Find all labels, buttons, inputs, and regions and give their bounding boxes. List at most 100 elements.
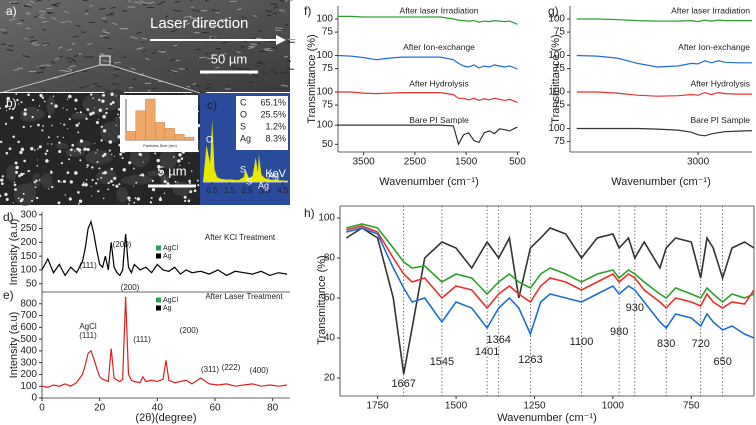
texture-stroke	[58, 55, 63, 58]
texture-stroke	[114, 75, 119, 77]
particle	[13, 181, 16, 184]
particle	[189, 182, 191, 184]
particle	[10, 116, 14, 120]
particle	[75, 123, 79, 127]
panel-label: g)	[548, 4, 559, 18]
particle	[69, 180, 74, 184]
texture-stroke	[261, 50, 268, 53]
texture-stroke	[278, 9, 285, 12]
annotation: AgCl	[79, 322, 97, 331]
x-tick-label: 750	[683, 401, 700, 412]
particle	[158, 197, 162, 202]
texture-stroke	[258, 61, 264, 64]
annotation: (200)	[180, 326, 199, 335]
y-tick-label: 800	[20, 298, 37, 309]
x-axis-label: KeV	[265, 168, 286, 180]
y-tick-label: 200	[20, 237, 37, 248]
legend-label: Ag	[163, 253, 172, 260]
texture-stroke	[110, 72, 116, 76]
texture-stroke	[186, 85, 191, 88]
particle	[74, 107, 77, 110]
particle	[38, 105, 41, 107]
particle	[6, 96, 10, 101]
legend-label: AgCl	[163, 245, 179, 252]
particle	[38, 179, 41, 181]
texture-stroke	[42, 43, 48, 47]
particle	[77, 131, 80, 134]
panel-label: b)	[6, 96, 17, 110]
texture-stroke	[156, 2, 163, 6]
particle	[18, 103, 20, 105]
texture-stroke	[103, 36, 110, 40]
particle	[84, 182, 88, 187]
x-tick-label: 1000	[602, 401, 625, 412]
particle	[64, 194, 66, 196]
particle	[117, 135, 121, 139]
line-series	[576, 91, 752, 97]
particle	[20, 147, 25, 152]
x-tick-label: 0	[39, 403, 45, 414]
y-tick-label: 100	[316, 14, 333, 25]
particle	[188, 179, 191, 183]
particle	[109, 179, 113, 183]
peak-label: S	[246, 176, 252, 186]
texture-stroke	[101, 31, 110, 34]
particle	[85, 117, 88, 121]
grain	[159, 150, 178, 169]
particle	[31, 115, 34, 119]
particle	[68, 118, 71, 121]
particle	[50, 102, 53, 105]
particle	[48, 188, 50, 190]
texture-stroke	[255, 65, 260, 67]
texture-stroke	[141, 37, 148, 40]
peak-label: 1545	[430, 356, 454, 368]
line-series	[345, 227, 755, 375]
particle	[0, 178, 4, 182]
texture-stroke	[27, 11, 31, 14]
particle	[96, 178, 99, 181]
particle	[128, 161, 132, 165]
particle	[37, 109, 39, 111]
texture-stroke	[75, 24, 81, 28]
particle	[96, 149, 99, 151]
texture-stroke	[236, 8, 242, 11]
particle	[23, 159, 26, 163]
texture-stroke	[66, 20, 72, 23]
texture-stroke	[130, 36, 138, 40]
texture-stroke	[87, 42, 92, 46]
particle	[193, 189, 197, 193]
particle	[115, 184, 119, 188]
peak-label: 1401	[475, 346, 499, 358]
series-label: After Hydrolysis	[690, 78, 750, 88]
particle	[102, 93, 106, 97]
line-series	[346, 225, 755, 310]
texture-stroke	[221, 41, 228, 45]
particle	[109, 102, 113, 106]
particle	[27, 170, 29, 173]
texture-stroke	[103, 20, 108, 23]
y-tick-label: 100	[316, 120, 333, 131]
y-tick-label: 250	[20, 223, 37, 234]
texture-stroke	[272, 12, 278, 15]
peak-label: 650	[713, 356, 731, 368]
histogram-bar	[164, 128, 175, 141]
particle	[82, 181, 85, 184]
particle	[150, 196, 153, 199]
particle	[118, 183, 121, 186]
particle	[151, 179, 154, 182]
texture-stroke	[26, 3, 32, 6]
annotation: (111)	[133, 335, 151, 344]
particle	[163, 192, 166, 194]
particle	[96, 161, 99, 163]
grain	[6, 164, 17, 182]
texture-stroke	[42, 29, 47, 31]
particle	[50, 143, 53, 145]
particle	[172, 156, 175, 158]
annotation: (400)	[250, 366, 269, 375]
particle	[79, 139, 84, 143]
particle	[101, 154, 105, 158]
texture-stroke	[149, 1, 155, 4]
texture-stroke	[136, 47, 144, 50]
texture-stroke	[196, 48, 201, 51]
particle	[47, 143, 49, 145]
